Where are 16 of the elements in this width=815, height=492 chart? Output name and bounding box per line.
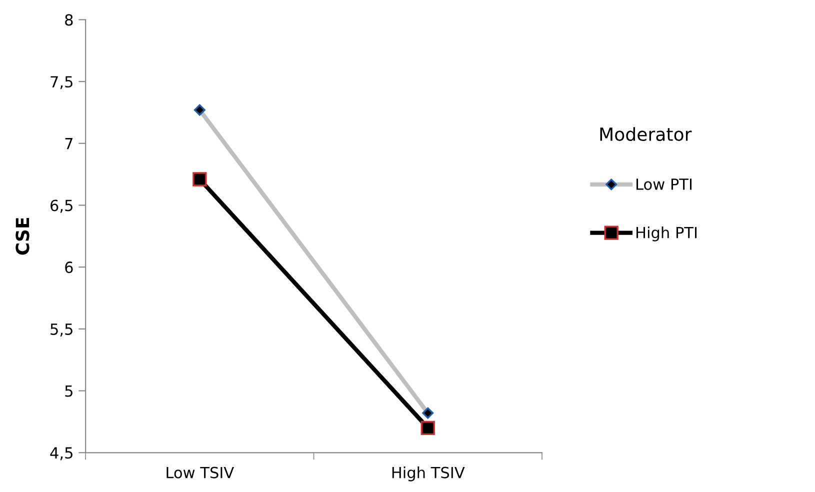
y-tick-label: 5,5 — [50, 324, 72, 337]
point — [192, 172, 207, 186]
point — [420, 420, 435, 435]
y-tick-label: 4,5 — [50, 447, 72, 460]
y-tick-label: 5 — [65, 385, 72, 397]
y-tick-label: 6 — [65, 262, 73, 274]
y-axis-title: CSE — [16, 218, 30, 255]
x-tick-label: Low TSIV — [166, 466, 234, 478]
legend-label: Low PTI — [636, 178, 692, 190]
legend-label: High PTI — [636, 226, 697, 242]
legend-title: Moderator — [600, 127, 692, 142]
y-tick-label: 8 — [65, 14, 73, 26]
y-tick-label: 6,5 — [50, 200, 72, 213]
y-tick-label: 7,5 — [50, 76, 72, 90]
y-tick-label: 7 — [65, 138, 72, 150]
x-tick-label: High TSIV — [392, 466, 465, 482]
